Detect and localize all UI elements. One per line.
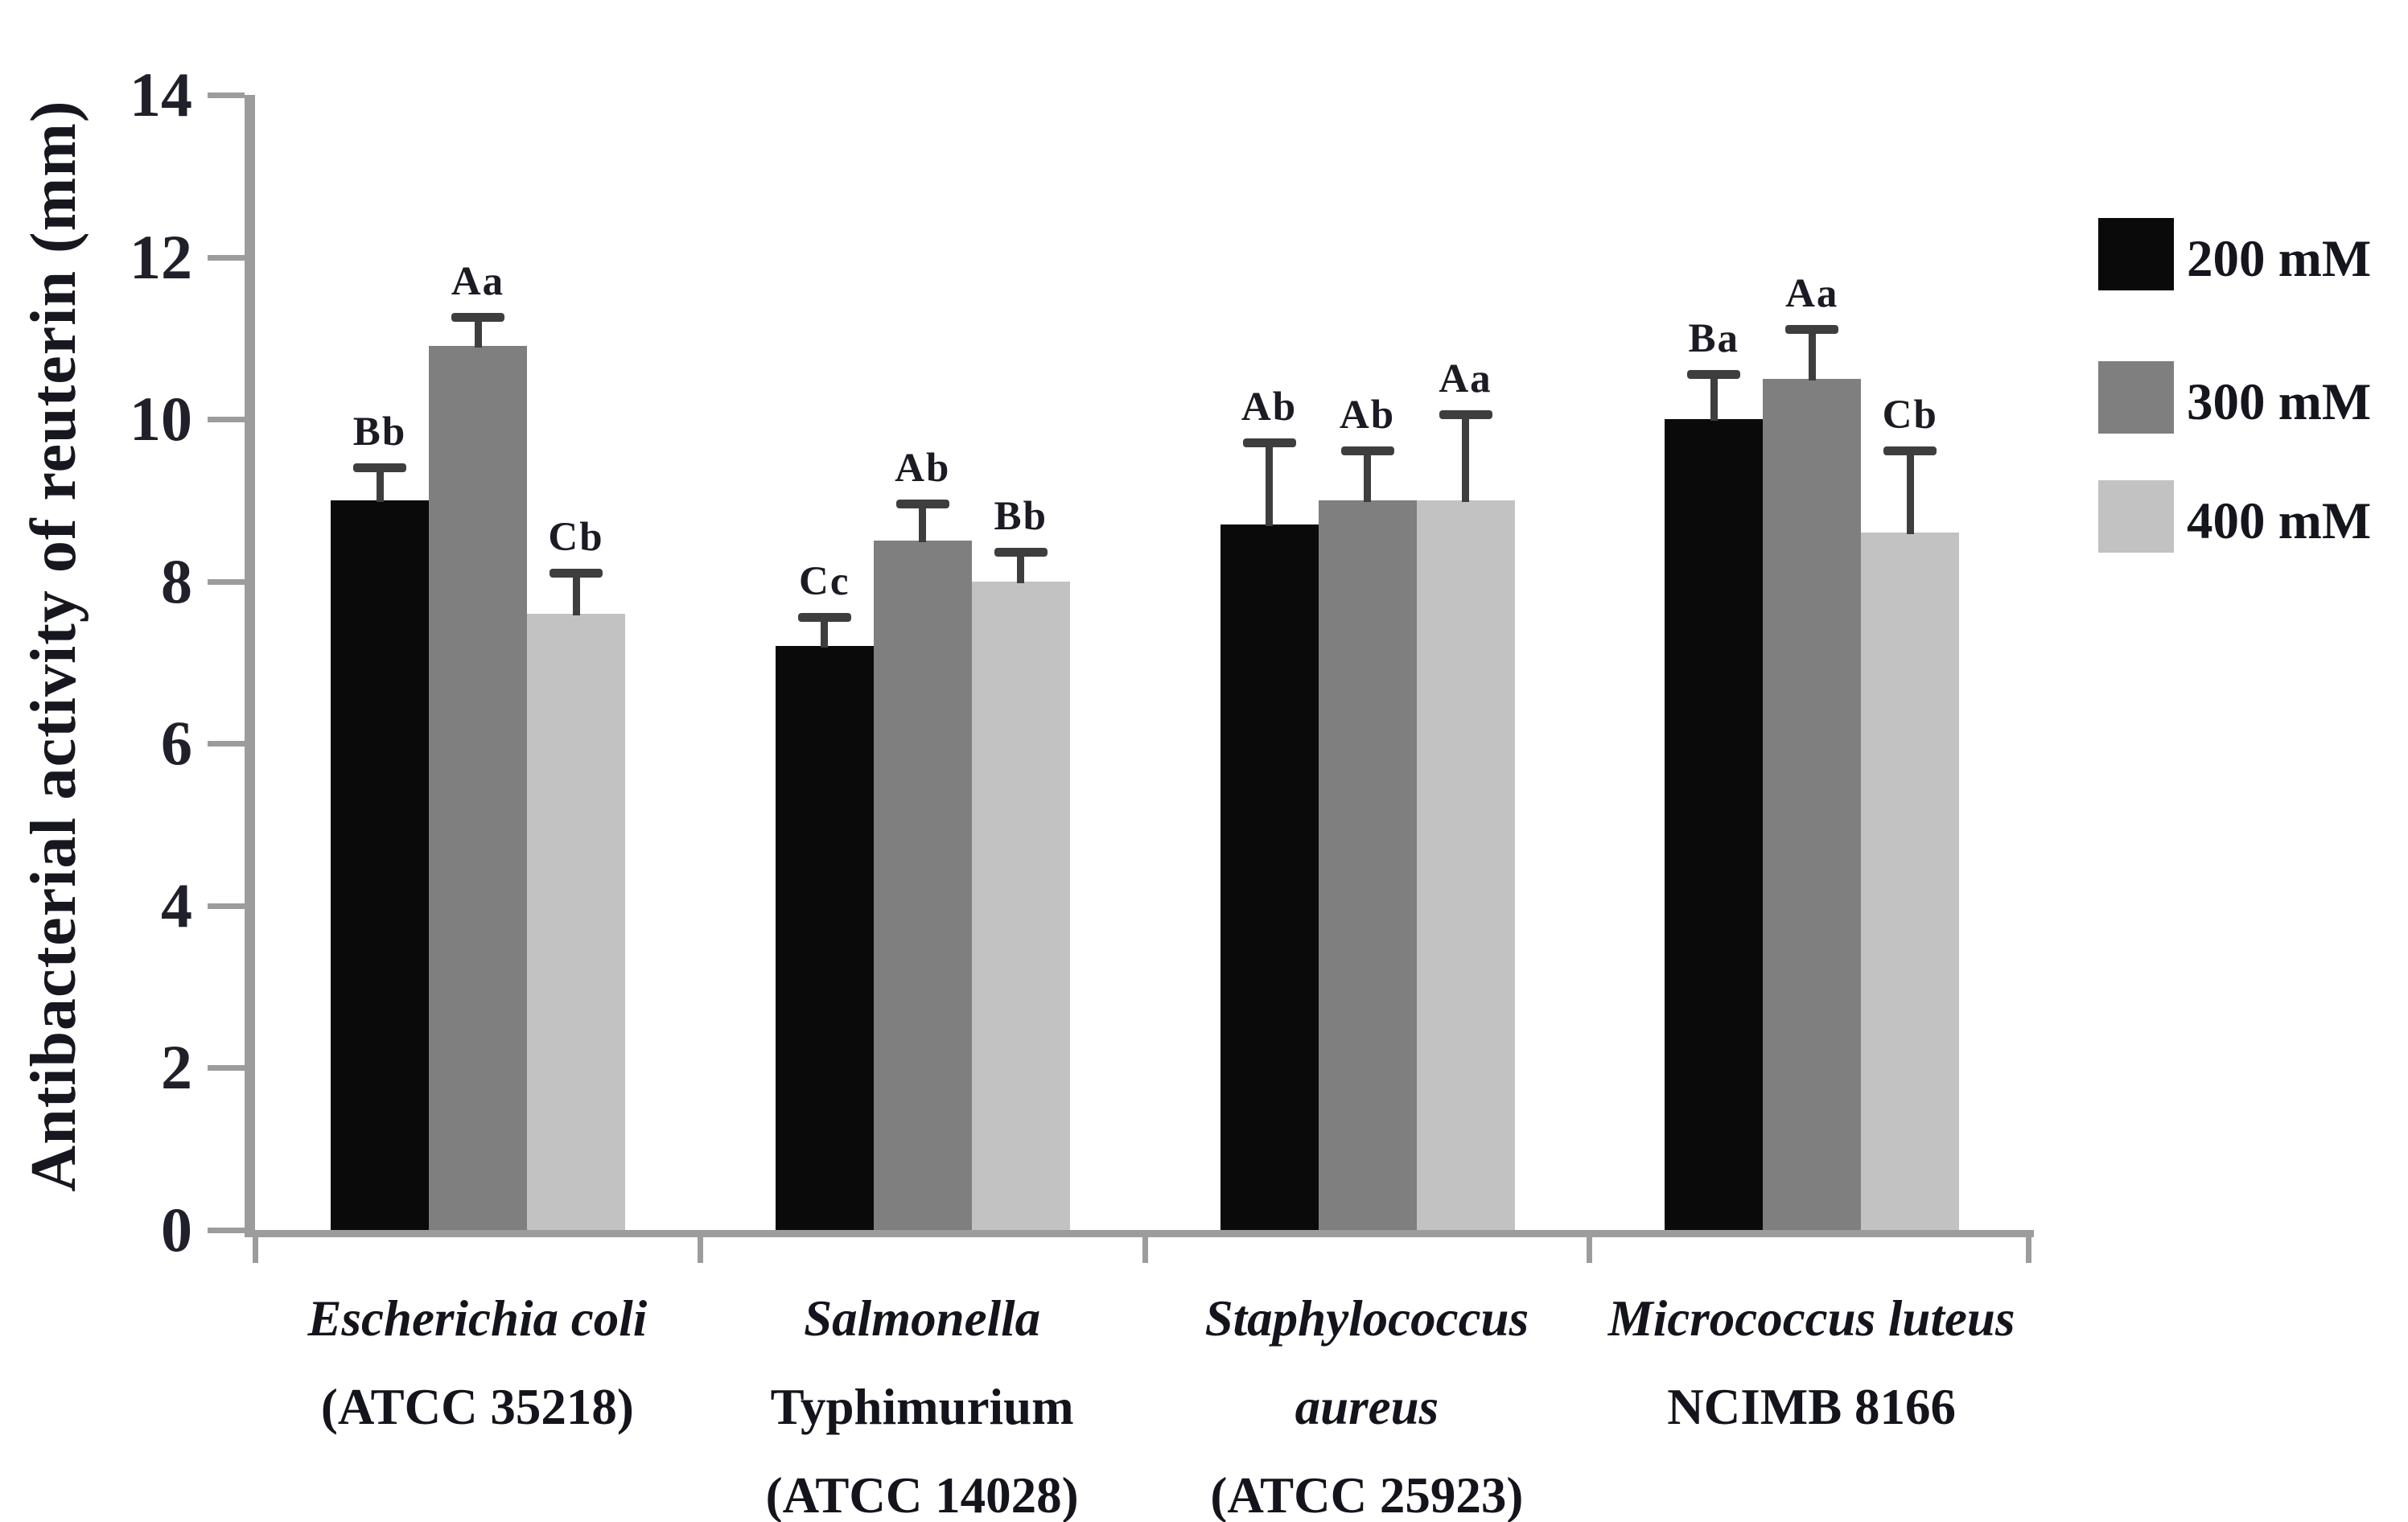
y-tick bbox=[208, 254, 245, 261]
x-tick bbox=[253, 1237, 258, 1263]
bar-400mM-staphylococcus-aureus bbox=[1416, 500, 1515, 1230]
error-bar-cap bbox=[1785, 325, 1839, 335]
bar-200mM-salmonella-typhimurium bbox=[775, 646, 874, 1230]
legend-label: 300 mM bbox=[2187, 372, 2372, 431]
error-bar-cap bbox=[550, 568, 603, 578]
y-tick bbox=[208, 903, 245, 909]
category-label-line: Typhimurium bbox=[770, 1379, 1074, 1435]
bar-400mM-salmonella-typhimurium bbox=[971, 581, 1070, 1230]
bar-400mM-escherichia-coli bbox=[527, 614, 625, 1230]
category-label-line: Micrococcus luteus bbox=[1607, 1290, 2015, 1347]
legend-swatch bbox=[2098, 480, 2174, 553]
bar-200mM-escherichia-coli bbox=[331, 500, 429, 1230]
y-tick bbox=[208, 1228, 245, 1233]
category-label-line: aureus bbox=[1295, 1379, 1439, 1435]
error-bar-line bbox=[821, 618, 829, 648]
legend-item-400mM: 400 mM bbox=[2098, 479, 2371, 553]
error-bar-line bbox=[1906, 451, 1914, 535]
y-tick bbox=[208, 741, 245, 747]
x-tick bbox=[1142, 1237, 1148, 1263]
bar-200mM-micrococcus-luteus bbox=[1665, 419, 1764, 1230]
y-tick-label: 10 bbox=[130, 384, 192, 455]
significance-letter: Aa bbox=[1439, 356, 1492, 402]
x-tick bbox=[1587, 1237, 1593, 1263]
category-label-line: Escherichia coli bbox=[307, 1290, 648, 1347]
category-label-line: (ATCC 35218) bbox=[320, 1379, 634, 1435]
legend-label: 200 mM bbox=[2187, 229, 2372, 288]
significance-letter: Ab bbox=[1241, 385, 1298, 430]
y-tick-label: 8 bbox=[161, 545, 192, 616]
error-bar-line bbox=[1266, 443, 1273, 527]
significance-letter: Cb bbox=[548, 514, 604, 560]
bar-300mM-micrococcus-luteus bbox=[1763, 378, 1862, 1230]
error-bar-line bbox=[1808, 330, 1816, 380]
error-bar-line bbox=[1462, 415, 1469, 502]
significance-letter: Cb bbox=[1882, 393, 1938, 438]
y-tick bbox=[208, 1065, 245, 1072]
y-tick-label: 4 bbox=[161, 870, 192, 940]
plot-area: 14 12 10 8 6 4 2 0 Bb Cc Ab Ba Aa Ab Ab Aa Cb Bb Aa Cb Esche… bbox=[130, 60, 2034, 1522]
significance-letter: Bb bbox=[352, 409, 407, 455]
error-bar-cap bbox=[1340, 446, 1394, 456]
significance-letter: Ba bbox=[1688, 315, 1740, 361]
bar-200mM-staphylococcus-aureus bbox=[1220, 524, 1319, 1230]
error-bar-cap bbox=[1883, 446, 1937, 456]
category-label-line: Salmonella bbox=[804, 1290, 1041, 1347]
legend-swatch bbox=[2098, 218, 2174, 290]
legend-item-200mM: 200 mM bbox=[2098, 217, 2371, 291]
x-category-label-salmonella-typhimurium: Salmonella Typhimurium (ATCC 14028) bbox=[673, 1274, 1171, 1522]
legend-swatch bbox=[2098, 361, 2174, 434]
y-tick bbox=[208, 93, 245, 98]
error-bar-cap bbox=[353, 463, 406, 472]
error-bar-cap bbox=[451, 313, 504, 323]
category-label-line: (ATCC 25923) bbox=[1210, 1467, 1524, 1522]
error-bar-cap bbox=[797, 613, 851, 623]
y-tick-label: 14 bbox=[130, 60, 192, 130]
x-tick bbox=[697, 1237, 703, 1263]
significance-letter: Bb bbox=[994, 494, 1048, 540]
error-bar-line bbox=[1710, 374, 1718, 422]
legend-item-300mM: 300 mM bbox=[2098, 360, 2371, 434]
bar-300mM-escherichia-coli bbox=[429, 346, 527, 1230]
x-category-label-micrococcus-luteus: Micrococcus luteus NCIMB 8166 bbox=[1562, 1274, 2061, 1451]
error-bar-cap bbox=[994, 548, 1048, 557]
error-bar-line bbox=[376, 467, 384, 502]
y-tick-label: 0 bbox=[161, 1195, 192, 1265]
bar-300mM-salmonella-typhimurium bbox=[873, 541, 972, 1230]
legend-label: 400 mM bbox=[2187, 492, 2372, 550]
significance-letter: Aa bbox=[451, 259, 505, 305]
x-category-label-staphylococcus-aureus: Staphylococcus aureus (ATCC 25923) bbox=[1118, 1274, 1616, 1522]
x-category-label-escherichia-coli: Escherichia coli (ATCC 35218) bbox=[228, 1274, 727, 1451]
significance-letter: Cc bbox=[799, 559, 850, 605]
y-tick-label: 2 bbox=[161, 1032, 192, 1103]
error-bar-line bbox=[572, 573, 580, 616]
significance-letter: Ab bbox=[1339, 393, 1396, 438]
category-label-line: NCIMB 8166 bbox=[1667, 1379, 1956, 1435]
error-bar-line bbox=[474, 318, 482, 348]
y-tick bbox=[208, 578, 245, 585]
error-bar-cap bbox=[895, 499, 949, 508]
error-bar-cap bbox=[1242, 438, 1296, 448]
x-tick bbox=[2026, 1237, 2031, 1263]
y-tick bbox=[208, 417, 245, 423]
category-label-line: Staphylococcus bbox=[1204, 1290, 1529, 1347]
significance-letter: Ab bbox=[895, 445, 951, 491]
error-bar-line bbox=[1017, 553, 1025, 583]
error-bar-cap bbox=[1687, 369, 1741, 379]
y-tick-label: 6 bbox=[161, 708, 192, 779]
bar-400mM-micrococcus-luteus bbox=[1861, 533, 1960, 1230]
bar-300mM-staphylococcus-aureus bbox=[1318, 500, 1417, 1230]
category-label-line: (ATCC 14028) bbox=[765, 1467, 1079, 1522]
significance-letter: Aa bbox=[1785, 271, 1839, 317]
error-bar-cap bbox=[1439, 410, 1492, 420]
y-tick-label: 12 bbox=[130, 221, 192, 292]
error-bar-line bbox=[919, 504, 927, 543]
error-bar-line bbox=[1364, 451, 1371, 502]
